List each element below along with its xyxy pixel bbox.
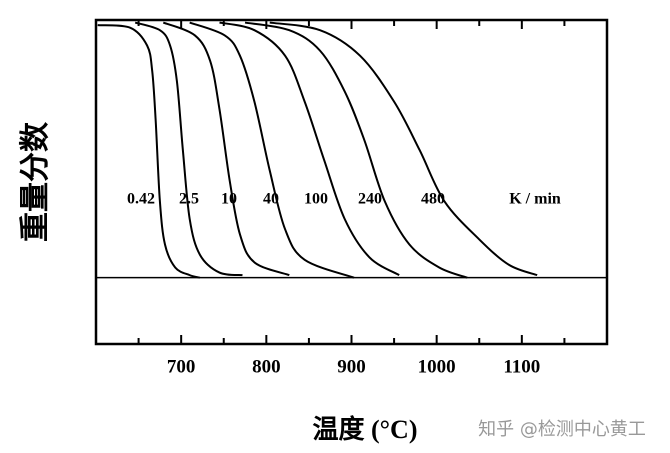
curve bbox=[189, 21, 355, 279]
x-tick-label: 1100 bbox=[503, 356, 540, 377]
watermark: 知乎 @检测中心黄工 bbox=[478, 419, 646, 440]
series-label: 0.42 bbox=[127, 191, 155, 208]
unit-label: K / min bbox=[509, 191, 561, 208]
curve bbox=[219, 21, 400, 276]
series-label: 2.5 bbox=[179, 191, 199, 208]
series-label: 40 bbox=[263, 191, 279, 208]
curve bbox=[269, 21, 538, 277]
series-label: 240 bbox=[358, 191, 382, 208]
series-label: 10 bbox=[221, 191, 237, 208]
x-tick-label: 900 bbox=[337, 356, 366, 377]
curve bbox=[97, 24, 201, 279]
series-label: 480 bbox=[421, 191, 445, 208]
plot-frame bbox=[94, 18, 609, 346]
series-label: 100 bbox=[304, 191, 328, 208]
curve bbox=[134, 21, 243, 277]
x-tick-label: 700 bbox=[167, 356, 196, 377]
x-tick-label: 1000 bbox=[418, 356, 456, 377]
x-tick-label: 800 bbox=[252, 356, 281, 377]
curve bbox=[244, 21, 468, 279]
x-axis-label: 温度 (°C) bbox=[313, 414, 418, 444]
y-axis-label: 重量分数 bbox=[19, 121, 52, 242]
curve bbox=[162, 21, 290, 277]
